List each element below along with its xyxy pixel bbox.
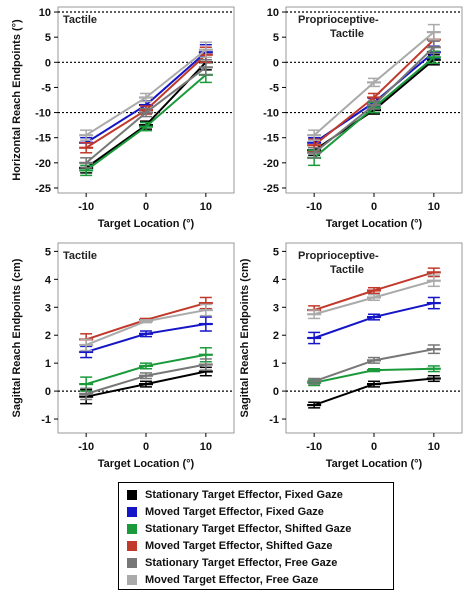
series: [79, 41, 213, 141]
panel-title: Proprioceptive-: [298, 14, 379, 26]
x-tick-label: 0: [371, 441, 377, 453]
y-tick-label: 4: [45, 274, 52, 286]
y-axis-label: Sagittal Reach Endpoints (cm): [11, 258, 23, 417]
x-tick-label: -10: [78, 201, 94, 213]
legend-label: Stationary Target Effector, Shifted Gaze: [145, 523, 352, 535]
legend-label: Moved Target Effector, Shifted Gaze: [145, 540, 333, 552]
legend-label: Moved Target Effector, Fixed Gaze: [145, 506, 324, 518]
legend-item: Stationary Target Effector, Fixed Gaze: [127, 487, 343, 503]
series: [307, 374, 441, 409]
series: [307, 40, 441, 159]
x-axis-label: Target Location (°): [98, 218, 195, 230]
series: [79, 347, 213, 392]
legend-swatch: [127, 507, 137, 517]
y-tick-label: 0: [45, 386, 51, 398]
x-tick-label: 0: [143, 201, 149, 213]
x-tick-label: -10: [306, 201, 322, 213]
y-tick-label: -1: [269, 414, 279, 426]
panel-title: Tactile: [330, 28, 364, 40]
panel-title: Tactile: [63, 14, 97, 26]
panel-title: Tactile: [63, 250, 97, 262]
y-tick-label: -15: [35, 133, 51, 145]
y-tick-label: 5: [273, 32, 279, 44]
panel-horizontal-tactile: 10 5 0 -5 -10 -15 -20 -25 -10 0 10 Target Location …: [11, 6, 235, 230]
y-tick-label: 1: [273, 358, 279, 370]
y-tick-label: -20: [35, 158, 51, 170]
y-tick-label: 1: [45, 358, 51, 370]
legend-label: Moved Target Effector, Free Gaze: [145, 574, 319, 586]
series: [79, 316, 213, 359]
panel-title: Tactile: [330, 264, 364, 276]
y-tick-label: -25: [35, 183, 51, 195]
y-axis-label: Horizontal Reach Endpoints (°): [11, 19, 23, 181]
x-tick-label: 0: [371, 201, 377, 213]
y-tick-label: 0: [273, 386, 279, 398]
y-tick-label: -20: [263, 158, 279, 170]
x-tick-label: 10: [200, 201, 212, 213]
series-line: [313, 348, 435, 383]
legend-swatch: [127, 541, 137, 551]
legend-swatch: [127, 558, 137, 568]
legend-label: Stationary Target Effector, Free Gaze: [145, 557, 338, 569]
x-tick-label: -10: [78, 441, 94, 453]
y-tick-label: 3: [273, 302, 279, 314]
legend-item: Moved Target Effector, Shifted Gaze: [127, 538, 332, 554]
x-tick-label: 0: [143, 441, 149, 453]
series: [307, 344, 441, 385]
series: [79, 358, 213, 401]
y-tick-label: -15: [263, 133, 279, 145]
legend-item: Moved Target Effector, Fixed Gaze: [127, 504, 324, 520]
series: [79, 59, 213, 169]
y-tick-label: 10: [39, 7, 51, 19]
y-tick-label: 5: [273, 246, 279, 258]
series: [79, 303, 213, 352]
legend-swatch: [127, 490, 137, 500]
y-tick-label: 10: [267, 7, 279, 19]
series-line: [313, 38, 435, 147]
y-tick-label: 5: [45, 32, 51, 44]
x-tick-label: 10: [200, 441, 212, 453]
y-axis-label: Sagittal Reach Endpoints (cm): [239, 258, 251, 417]
y-tick-label: 4: [273, 274, 280, 286]
panel-title: Proprioceptive-: [298, 250, 379, 262]
legend-label: Stationary Target Effector, Fixed Gaze: [145, 489, 343, 501]
y-tick-label: 2: [45, 330, 51, 342]
y-tick-label: 3: [45, 302, 51, 314]
y-tick-label: -5: [41, 82, 51, 94]
panel-horizontal-proprioceptive: 10 5 0 -5 -10 -15 -20 -25 -10 0 10 Target Location …: [263, 6, 463, 230]
x-axis-label: Target Location (°): [326, 218, 423, 230]
y-tick-label: -10: [35, 108, 51, 120]
series: [307, 23, 441, 141]
legend-item: Stationary Target Effector, Shifted Gaze: [127, 521, 351, 537]
y-tick-label: 0: [273, 57, 279, 69]
legend-item: Moved Target Effector, Free Gaze: [127, 572, 318, 588]
plot-frame: [57, 242, 235, 434]
y-tick-label: -5: [269, 82, 279, 94]
series: [307, 274, 441, 320]
legend-item: Stationary Target Effector, Free Gaze: [127, 555, 337, 571]
series: [307, 267, 441, 315]
x-axis-label: Target Location (°): [98, 458, 195, 470]
y-tick-label: 2: [273, 330, 279, 342]
legend-swatch: [127, 575, 137, 585]
x-axis-label: Target Location (°): [326, 458, 423, 470]
y-tick-label: -25: [263, 183, 279, 195]
x-tick-label: 10: [428, 201, 440, 213]
legend-swatch: [127, 524, 137, 534]
y-tick-label: 0: [45, 57, 51, 69]
series: [307, 296, 441, 345]
x-tick-label: 10: [428, 441, 440, 453]
legend: Stationary Target Effector, Fixed Gaze M…: [118, 482, 394, 590]
series: [79, 366, 213, 405]
y-tick-label: -10: [263, 108, 279, 120]
y-tick-label: 5: [45, 246, 51, 258]
y-tick-label: -1: [41, 414, 51, 426]
x-tick-label: -10: [306, 441, 322, 453]
